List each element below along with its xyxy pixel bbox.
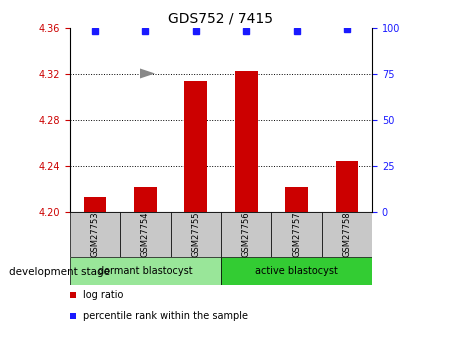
Text: log ratio: log ratio bbox=[83, 290, 123, 300]
FancyBboxPatch shape bbox=[170, 212, 221, 257]
Bar bbox=[84, 197, 106, 212]
Text: dormant blastocyst: dormant blastocyst bbox=[98, 266, 193, 276]
FancyBboxPatch shape bbox=[322, 212, 372, 257]
Text: GSM27758: GSM27758 bbox=[342, 212, 351, 257]
Bar bbox=[285, 187, 308, 212]
Text: GSM27757: GSM27757 bbox=[292, 212, 301, 257]
FancyBboxPatch shape bbox=[221, 212, 272, 257]
FancyBboxPatch shape bbox=[120, 212, 170, 257]
Text: GSM27754: GSM27754 bbox=[141, 212, 150, 257]
Text: active blastocyst: active blastocyst bbox=[255, 266, 338, 276]
Bar bbox=[134, 187, 157, 212]
Text: development stage: development stage bbox=[9, 267, 110, 276]
FancyBboxPatch shape bbox=[70, 212, 120, 257]
Bar bbox=[235, 71, 258, 212]
FancyBboxPatch shape bbox=[70, 257, 221, 285]
Polygon shape bbox=[140, 69, 155, 78]
Text: GSM27753: GSM27753 bbox=[91, 212, 100, 257]
FancyBboxPatch shape bbox=[221, 257, 372, 285]
Bar bbox=[336, 161, 358, 212]
Title: GDS752 / 7415: GDS752 / 7415 bbox=[169, 11, 273, 25]
Bar bbox=[184, 81, 207, 212]
Text: GSM27755: GSM27755 bbox=[191, 212, 200, 257]
Text: percentile rank within the sample: percentile rank within the sample bbox=[83, 311, 248, 321]
FancyBboxPatch shape bbox=[272, 212, 322, 257]
Text: GSM27756: GSM27756 bbox=[242, 212, 251, 257]
